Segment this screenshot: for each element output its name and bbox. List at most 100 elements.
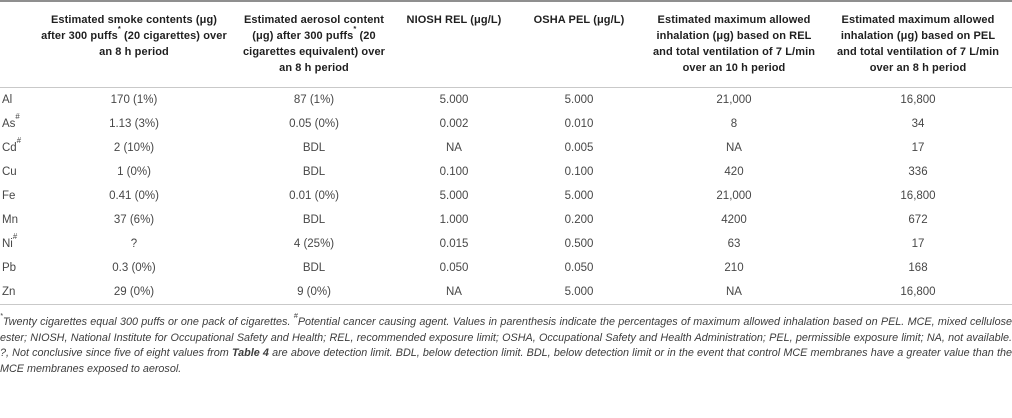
- table-row: Mn 37 (6%) BDL 1.000 0.200 4200 672: [0, 208, 1012, 232]
- cell-niosh-rel: 0.002: [439, 118, 469, 130]
- cell-aerosol: 87 (1%): [293, 94, 335, 106]
- cell-max-rel: NA: [726, 286, 742, 298]
- cell-max-rel: 21,000: [716, 190, 752, 202]
- cell-smoke: 170 (1%): [110, 94, 158, 106]
- cell-aerosol: BDL: [302, 214, 326, 226]
- cell-osha-pel: 5.000: [564, 286, 594, 298]
- cell-smoke: 1.13 (3%): [109, 118, 159, 130]
- element-symbol: Cd: [2, 142, 17, 154]
- cell-osha-pel: 0.500: [564, 238, 594, 250]
- metals-exposure-table: Estimated smoke contents (μg) after 300 …: [0, 0, 1012, 305]
- cell-max-pel: 16,800: [900, 190, 936, 202]
- col-header-osha-pel: OSHA PEL (μg/L): [533, 14, 625, 26]
- table-row: Cu 1 (0%) BDL 0.100 0.100 420 336: [0, 160, 1012, 184]
- table-row: Ni# ? 4 (25%) 0.015 0.500 63 17: [0, 232, 1012, 256]
- asterisk-superscript: *: [353, 23, 357, 33]
- element-symbol: Zn: [2, 286, 16, 298]
- cell-max-rel: 420: [724, 166, 744, 178]
- cell-element: Mn: [0, 208, 34, 232]
- element-symbol: Fe: [2, 190, 16, 202]
- hash-superscript: #: [12, 231, 18, 241]
- cell-aerosol: BDL: [302, 166, 326, 178]
- table-footnote: *Twenty cigarettes equal 300 puffs or on…: [0, 312, 1012, 377]
- cell-element: Fe: [0, 184, 34, 208]
- col-header-smoke: Estimated smoke contents (μg) after 300 …: [34, 1, 234, 88]
- cell-max-pel: 168: [908, 262, 928, 274]
- cell-niosh-rel: 0.050: [439, 262, 469, 274]
- element-symbol: Al: [2, 94, 13, 106]
- cell-smoke: 0.41 (0%): [109, 190, 159, 202]
- cell-niosh-rel: 0.015: [439, 238, 469, 250]
- table-4-reference: Table 4: [231, 347, 269, 360]
- col-header-max-inhalation-rel: Estimated maximum allowed inhalation (μg…: [652, 14, 816, 74]
- col-header-max-inhalation-pel: Estimated maximum allowed inhalation (μg…: [836, 14, 1000, 74]
- cell-element: As#: [0, 112, 34, 136]
- cell-element: Zn: [0, 280, 34, 305]
- hash-superscript: #: [293, 310, 298, 320]
- table-row: As# 1.13 (3%) 0.05 (0%) 0.002 0.010 8 34: [0, 112, 1012, 136]
- table-row: Pb 0.3 (0%) BDL 0.050 0.050 210 168: [0, 256, 1012, 280]
- cell-osha-pel: 0.010: [564, 118, 594, 130]
- cell-smoke: 1 (0%): [117, 166, 151, 178]
- cell-osha-pel: 5.000: [564, 94, 594, 106]
- cell-element: Pb: [0, 256, 34, 280]
- cell-max-rel: 210: [724, 262, 744, 274]
- table-row: Fe 0.41 (0%) 0.01 (0%) 5.000 5.000 21,00…: [0, 184, 1012, 208]
- footnote-text: are above detection limit. BDL, below de…: [0, 347, 1012, 375]
- cell-max-pel: 336: [908, 166, 928, 178]
- element-symbol: Cu: [2, 166, 17, 178]
- cell-niosh-rel: 5.000: [439, 94, 469, 106]
- cell-max-pel: 17: [911, 238, 925, 250]
- cell-element: Ni#: [0, 232, 34, 256]
- cell-element: Cu: [0, 160, 34, 184]
- cell-element: Cd#: [0, 136, 34, 160]
- cell-niosh-rel: NA: [446, 286, 462, 298]
- cell-niosh-rel: NA: [446, 142, 462, 154]
- footnote-text: Twenty cigarettes equal 300 puffs or one…: [2, 316, 294, 328]
- cell-osha-pel: 0.100: [564, 166, 594, 178]
- footnote-text: Potential cancer causing agent. Values i…: [0, 316, 1012, 360]
- table-row: Cd# 2 (10%) BDL NA 0.005 NA 17: [0, 136, 1012, 160]
- element-symbol: As: [2, 118, 16, 130]
- col-header-aerosol: Estimated aerosol content (μg) after 300…: [234, 1, 394, 88]
- asterisk-superscript: *: [117, 23, 121, 33]
- cell-osha-pel: 0.050: [564, 262, 594, 274]
- cell-smoke: 29 (0%): [113, 286, 155, 298]
- cell-aerosol: 0.05 (0%): [289, 118, 339, 130]
- table-row: Zn 29 (0%) 9 (0%) NA 5.000 NA 16,800: [0, 280, 1012, 305]
- cell-max-rel: NA: [726, 142, 742, 154]
- cell-smoke: ?: [130, 238, 138, 250]
- cell-max-rel: 21,000: [716, 94, 752, 106]
- element-symbol: Ni: [2, 238, 13, 250]
- cell-max-rel: 4200: [721, 214, 747, 226]
- cell-aerosol: BDL: [302, 142, 326, 154]
- cell-smoke: 2 (10%): [113, 142, 155, 154]
- header-row: Estimated smoke contents (μg) after 300 …: [0, 1, 1012, 88]
- cell-max-pel: 16,800: [900, 94, 936, 106]
- cell-aerosol: 4 (25%): [293, 238, 335, 250]
- element-symbol: Mn: [2, 214, 18, 226]
- asterisk-superscript: *: [0, 310, 3, 320]
- cell-max-rel: 8: [730, 118, 738, 130]
- col-header-niosh-rel: NIOSH REL (μg/L): [406, 14, 502, 26]
- cell-aerosol: 9 (0%): [297, 286, 331, 298]
- col-header-element: [0, 1, 34, 88]
- cell-niosh-rel: 1.000: [439, 214, 469, 226]
- cell-max-pel: 17: [911, 142, 925, 154]
- hash-superscript: #: [15, 111, 20, 121]
- table-row: Al 170 (1%) 87 (1%) 5.000 5.000 21,000 1…: [0, 88, 1012, 113]
- cell-aerosol: BDL: [302, 262, 326, 274]
- cell-smoke: 37 (6%): [113, 214, 155, 226]
- cell-osha-pel: 0.005: [564, 142, 594, 154]
- cell-smoke: 0.3 (0%): [112, 262, 156, 274]
- cell-element: Al: [0, 88, 34, 113]
- cell-aerosol: 0.01 (0%): [289, 190, 339, 202]
- col-header-smoke-text: Estimated smoke contents (μg) after 300 …: [41, 14, 218, 42]
- element-symbol: Pb: [2, 262, 17, 274]
- cell-max-rel: 63: [727, 238, 741, 250]
- hash-superscript: #: [16, 135, 22, 145]
- cell-osha-pel: 5.000: [564, 190, 594, 202]
- cell-max-pel: 16,800: [900, 286, 936, 298]
- cell-max-pel: 34: [911, 118, 925, 130]
